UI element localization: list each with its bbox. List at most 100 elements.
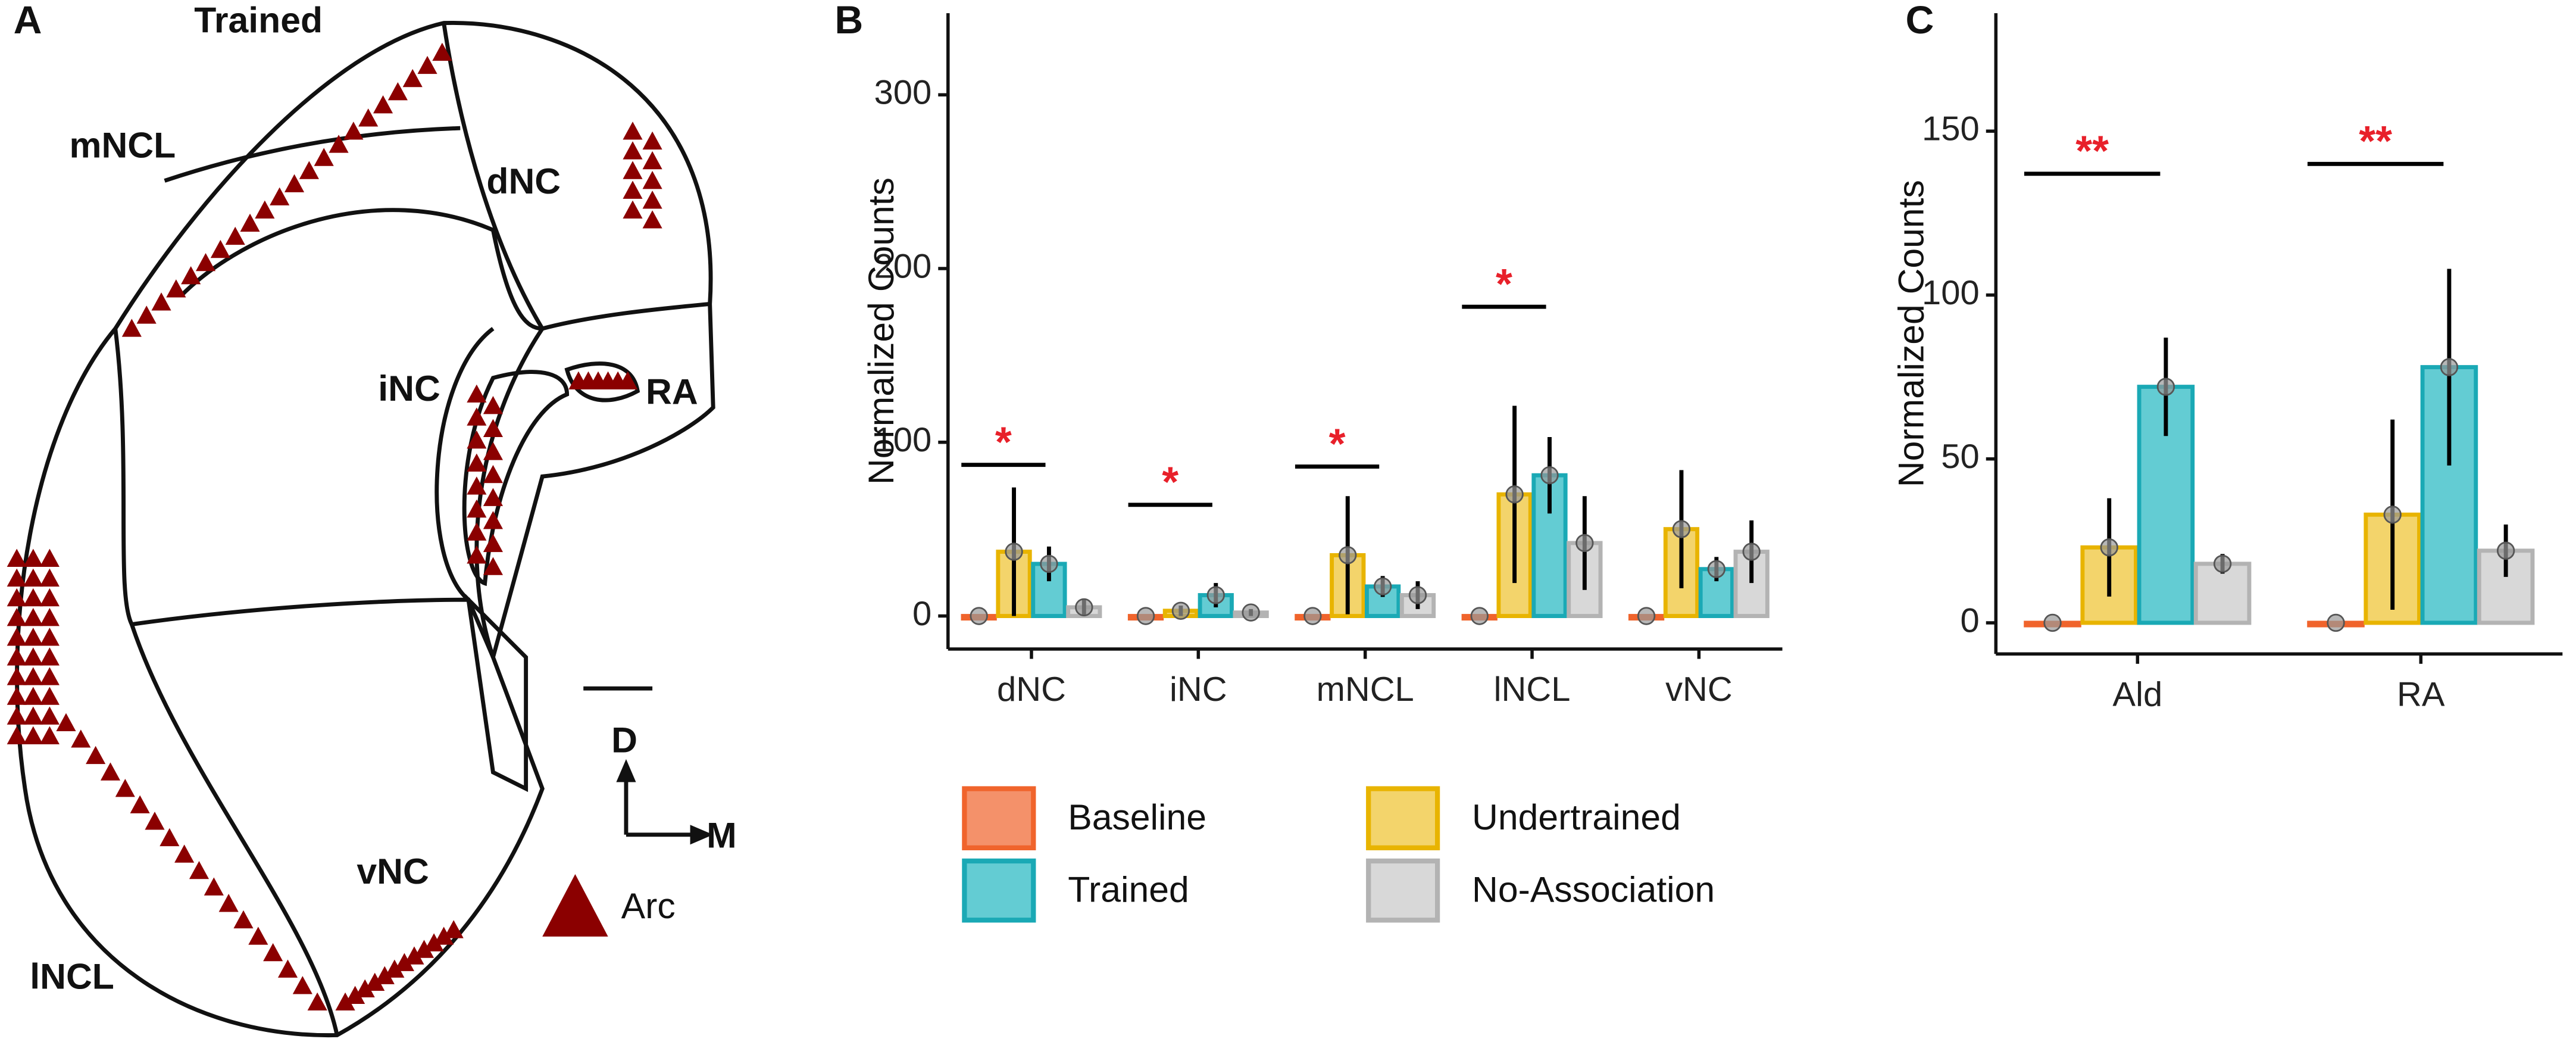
arc-marker	[358, 108, 379, 127]
arc-marker	[384, 959, 405, 978]
x-tick-label: iNC	[1170, 670, 1227, 709]
mean-point	[1373, 577, 1392, 596]
arc-marker	[618, 371, 638, 389]
arc-marker	[284, 174, 305, 192]
significance-label: *	[1329, 420, 1346, 467]
mean-point	[1206, 586, 1225, 604]
arc-marker	[39, 607, 60, 626]
mean-point	[1637, 607, 1656, 625]
arc-marker	[7, 588, 27, 607]
arc-marker	[225, 226, 245, 245]
arc-marker	[7, 548, 27, 567]
y-tick-label: 0	[1960, 601, 1979, 640]
region-label: iNC	[378, 368, 440, 408]
y-tick-label: 100	[874, 421, 932, 459]
significance-label: *	[1162, 458, 1178, 506]
arc-marker	[39, 706, 60, 725]
mean-point	[1408, 586, 1427, 604]
region-label: RA	[646, 371, 698, 411]
mean-point	[1242, 603, 1260, 622]
y-tick-label: 100	[1922, 274, 1980, 312]
arc-marker	[204, 877, 224, 896]
arc-marker	[387, 82, 408, 101]
mean-point	[2100, 538, 2118, 557]
mean-point	[1005, 542, 1023, 561]
mean-point	[1303, 607, 1322, 625]
y-tick-label: 150	[1922, 110, 1980, 148]
arc-marker	[467, 545, 487, 564]
arc-marker	[71, 729, 91, 748]
x-tick-label: mNCL	[1317, 670, 1414, 709]
arc-marker	[86, 745, 106, 765]
arc-marker	[467, 453, 487, 472]
arc-marker	[23, 607, 43, 626]
arc-marker	[483, 557, 503, 575]
y-axis-label: Normalized Counts	[1890, 180, 1931, 487]
mean-point	[1136, 607, 1155, 625]
arc-marker	[39, 548, 60, 567]
arc-marker	[23, 726, 43, 745]
arc-marker	[7, 628, 27, 646]
arc-marker	[404, 946, 424, 965]
direction-label: M	[706, 815, 737, 855]
arc-marker	[23, 628, 43, 646]
arc-marker	[483, 464, 503, 483]
arc-marker	[39, 687, 60, 705]
arc-marker	[642, 210, 662, 229]
significance-label: *	[1496, 260, 1512, 308]
significance-label: **	[2075, 127, 2109, 175]
arc-marker	[39, 647, 60, 666]
arc-marker	[483, 511, 503, 529]
region-label: dNC	[486, 161, 561, 201]
arc-marker	[121, 319, 142, 337]
arc-marker	[483, 488, 503, 506]
mean-point	[1339, 546, 1357, 564]
region-label: Trained	[194, 0, 323, 40]
mean-point	[2043, 613, 2062, 632]
mean-point	[970, 607, 988, 625]
mean-point	[2213, 554, 2232, 573]
arc-marker	[642, 191, 662, 209]
legend-label: Baseline	[1068, 797, 1206, 837]
arc-marker	[642, 131, 662, 150]
mean-point	[1742, 542, 1761, 561]
arc-marker	[166, 279, 186, 298]
arc-marker	[210, 239, 230, 258]
arc-marker	[270, 187, 290, 205]
arc-marker	[623, 141, 643, 160]
arc-marker	[343, 121, 364, 140]
y-tick-label: 200	[874, 247, 932, 285]
arc-marker	[394, 953, 414, 971]
arc-marker	[218, 894, 239, 912]
x-tick-label: RA	[2397, 675, 2445, 713]
panel-letter: B	[834, 0, 863, 42]
legend-swatch	[1366, 786, 1440, 851]
arc-marker	[642, 151, 662, 170]
arc-marker	[432, 42, 452, 61]
mean-point	[2156, 378, 2175, 396]
significance-label: *	[995, 419, 1012, 466]
mean-point	[2327, 613, 2345, 632]
x-tick-label: lNCL	[1494, 670, 1571, 709]
arc-marker	[7, 607, 27, 626]
arc-marker	[263, 943, 283, 962]
mean-point	[1540, 466, 1559, 485]
arc-marker	[23, 568, 43, 587]
arc-marker	[414, 940, 434, 958]
arc-marker	[160, 828, 180, 847]
arc-marker	[623, 121, 643, 140]
arc-marker	[299, 161, 319, 179]
arc-marker	[23, 647, 43, 666]
mean-point	[1171, 601, 1190, 620]
mean-point	[1575, 534, 1594, 553]
y-tick-label: 300	[874, 74, 932, 112]
mean-point	[1672, 520, 1691, 538]
arc-marker	[23, 667, 43, 685]
arc-marker	[7, 568, 27, 587]
arc-marker	[443, 920, 464, 938]
arc-marker	[374, 966, 395, 984]
arc-marker	[292, 976, 312, 994]
x-tick-label: Ald	[2112, 675, 2162, 713]
mean-point	[2440, 358, 2459, 376]
panel-letter: C	[1906, 0, 1934, 42]
